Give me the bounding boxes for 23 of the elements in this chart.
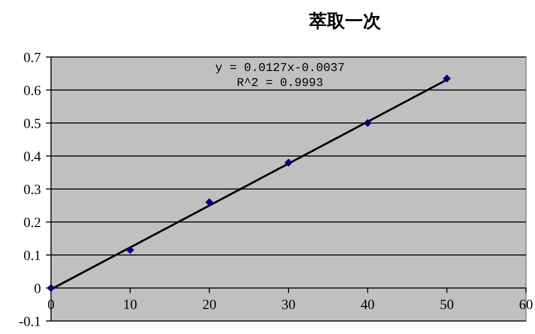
y-tick-label: 0.5 — [24, 117, 41, 132]
point — [364, 119, 372, 127]
y-tick-label: 0.3 — [24, 183, 41, 198]
x-tick-label: 40 — [360, 298, 375, 313]
x-tick-label: 20 — [202, 298, 216, 313]
x-tick-label: 30 — [282, 298, 296, 313]
y-tick-label: 0 — [34, 282, 41, 297]
chart-title: 萃取一次 — [308, 11, 382, 32]
point — [442, 74, 451, 82]
y-tick-label: 0.4 — [24, 150, 41, 165]
point — [205, 198, 214, 206]
annotation: R^2 = 0.9993 — [236, 76, 324, 90]
y-tick-label: 0.2 — [24, 216, 41, 231]
y-tick-label: 0.1 — [24, 249, 41, 264]
annotation: y = 0.0127x-0.0037 — [215, 61, 345, 75]
point — [284, 158, 292, 167]
y-tick-label: 0.6 — [24, 84, 41, 99]
x-tick-label: 60 — [519, 298, 533, 313]
x-tick-label: 50 — [440, 298, 454, 313]
y-tick-label: 0.7 — [24, 51, 41, 66]
y-tick-label: -0.1 — [18, 315, 41, 330]
x-tick-label: 10 — [123, 298, 138, 313]
point — [126, 246, 134, 254]
